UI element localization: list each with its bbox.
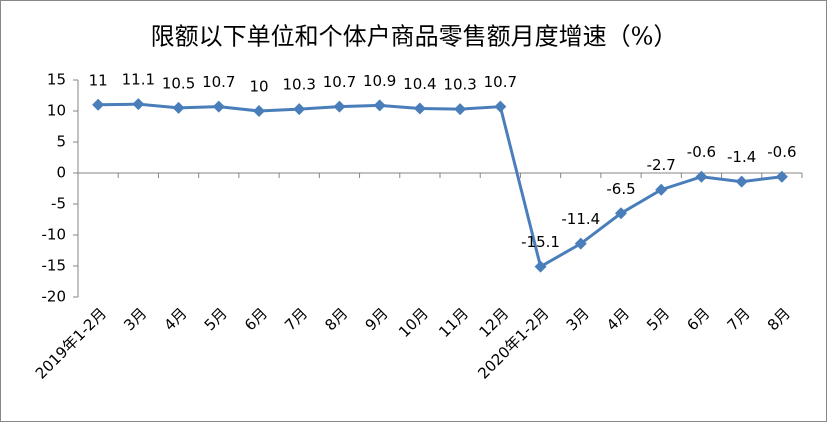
marker xyxy=(132,98,145,111)
data-label: 11.1 xyxy=(122,71,155,89)
data-label: -0.6 xyxy=(687,143,716,161)
data-label: -2.7 xyxy=(647,156,676,174)
marker xyxy=(615,207,627,220)
data-label: 11 xyxy=(89,71,108,89)
y-tick-label: 5 xyxy=(56,133,66,151)
data-label: 10.7 xyxy=(323,73,356,91)
data-label: 10.4 xyxy=(403,75,436,93)
y-tick-label: -15 xyxy=(42,257,67,275)
series-line xyxy=(98,102,783,269)
marker xyxy=(333,100,346,113)
y-tick-label: 0 xyxy=(56,164,66,182)
marker xyxy=(253,105,265,117)
y-tick-label: -20 xyxy=(42,288,67,306)
data-label: 10.3 xyxy=(283,76,316,94)
marker xyxy=(735,175,748,188)
chart-title: 限额以下单位和个体户商品零售额月度增速（%） xyxy=(151,23,678,51)
data-label: -6.5 xyxy=(606,180,635,198)
marker xyxy=(494,100,507,113)
marker xyxy=(695,170,708,183)
marker xyxy=(775,170,788,183)
marker xyxy=(92,98,105,111)
data-label: 10.3 xyxy=(443,76,476,94)
data-label: -15.1 xyxy=(521,233,560,251)
data-label: 10.7 xyxy=(202,73,235,91)
marker xyxy=(655,183,668,196)
y-tick-label: -5 xyxy=(51,195,66,213)
y-tick-label: -10 xyxy=(42,226,67,244)
marker xyxy=(413,102,426,115)
y-tick-label: 15 xyxy=(47,71,66,89)
data-label: -1.4 xyxy=(727,148,756,166)
marker xyxy=(172,101,185,114)
data-label: 10.5 xyxy=(162,74,195,92)
y-tick-label: 10 xyxy=(47,102,66,120)
data-label: 10.7 xyxy=(484,73,517,91)
marker xyxy=(373,99,386,112)
marker xyxy=(574,237,587,250)
marker xyxy=(212,100,225,113)
marker xyxy=(293,103,306,116)
data-label: 10 xyxy=(249,78,268,96)
data-label: 10.9 xyxy=(363,72,396,90)
marker xyxy=(454,103,467,116)
marker xyxy=(534,260,547,273)
data-label: -0.6 xyxy=(767,143,796,161)
data-label: -11.4 xyxy=(561,210,600,228)
